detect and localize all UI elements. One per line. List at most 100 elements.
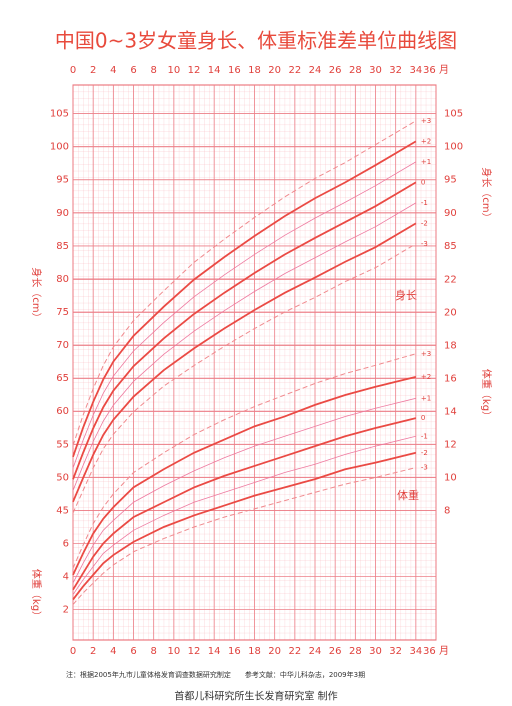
x-tick-label: 26: [329, 646, 342, 657]
note: 注：根据2005年九市儿童体格发育调查数据研究制定 参考文献：中华儿科杂志，20…: [66, 670, 365, 679]
y-axis-title-right: 身长（cm）: [480, 167, 493, 222]
y-tick-label: 95: [444, 175, 457, 186]
y-tick-label: 4: [63, 572, 69, 583]
growth-curve: [72, 140, 417, 458]
x-tick-label: 28: [349, 65, 362, 76]
y-tick-label: 55: [56, 439, 69, 450]
curve-label: -3: [421, 464, 428, 472]
y-tick-label: 90: [56, 208, 69, 219]
x-tick-label: 34: [409, 646, 422, 657]
y-tick-label: 65: [56, 373, 69, 384]
curve-label: +2: [421, 137, 431, 145]
y-tick-label: 95: [56, 175, 69, 186]
y-tick-label: 85: [444, 241, 457, 252]
curve-label: +3: [421, 117, 431, 125]
y-tick-label: 60: [56, 406, 69, 417]
height-annotation: 身长: [395, 288, 417, 302]
x-tick-label: 24: [309, 65, 322, 76]
y-tick-label: 14: [444, 407, 457, 418]
x-tick-label: 22: [288, 646, 301, 657]
y-tick-label: 100: [50, 142, 69, 153]
x-tick-label: 14: [208, 65, 221, 76]
growth-curve: [72, 435, 416, 595]
curve-label: +3: [421, 350, 431, 358]
growth-curve: [72, 397, 416, 584]
x-tick-label: 4: [110, 65, 116, 76]
x-tick-label: 30: [369, 646, 382, 657]
growth-curve: [72, 353, 416, 569]
x-tick-label: 14: [208, 646, 221, 657]
x-tick-label: 12: [188, 65, 201, 76]
x-tick-label: 34: [409, 65, 422, 76]
y-tick-label: 70: [56, 340, 69, 351]
x-tick-label: 6: [130, 65, 136, 76]
growth-curve: [72, 161, 417, 469]
x-tick-label: 36 月: [423, 64, 449, 76]
growth-curve: [72, 451, 417, 601]
curve-label: 0: [421, 178, 425, 186]
growth-curve: [72, 375, 417, 576]
x-tick-label: 24: [309, 646, 322, 657]
y-tick-label: 18: [444, 341, 457, 352]
x-tick-label: 6: [130, 646, 136, 657]
x-tick-label: 32: [389, 646, 402, 657]
y-tick-label: 22: [444, 275, 457, 286]
y-tick-label: 105: [50, 109, 69, 120]
curve-label: -2: [421, 449, 428, 457]
curve-label: -2: [421, 219, 428, 227]
y-tick-label: 12: [444, 440, 457, 451]
x-tick-label: 0: [70, 65, 76, 76]
curve-label: +1: [421, 158, 431, 166]
growth-curve: [72, 417, 417, 591]
curve-label: 0: [421, 414, 425, 422]
x-tick-label: 28: [349, 646, 362, 657]
x-tick-label: 10: [167, 646, 180, 657]
y-tick-label: 16: [444, 374, 457, 385]
y-tick-label: 45: [56, 505, 69, 516]
x-tick-label: 36 月: [423, 645, 449, 657]
x-tick-label: 18: [248, 646, 261, 657]
y-tick-label: 2: [63, 605, 69, 616]
curve-label: -1: [421, 199, 428, 207]
curve-label: -3: [421, 240, 428, 248]
x-tick-label: 12: [188, 646, 201, 657]
x-tick-label: 10: [167, 65, 180, 76]
curve-label: +2: [421, 373, 431, 381]
x-tick-label: 16: [228, 646, 241, 657]
x-tick-label: 0: [70, 646, 76, 657]
y-tick-label: 75: [56, 307, 69, 318]
x-tick-label: 26: [329, 65, 342, 76]
chart-title: 中国0~3岁女童身长、体重标准差单位曲线图: [55, 29, 457, 53]
growth-curve: [72, 243, 417, 514]
x-tick-label: 22: [288, 65, 301, 76]
weight-annotation: 体重: [397, 488, 419, 502]
x-tick-label: 30: [369, 65, 382, 76]
growth-curve: [72, 120, 417, 446]
y-tick-label: 85: [56, 241, 69, 252]
curve-label: +1: [421, 394, 431, 402]
growth-curve: [72, 181, 417, 480]
y-tick-label: 20: [444, 308, 457, 319]
curve-label: -1: [421, 432, 428, 440]
y-tick-label: 8: [444, 506, 450, 517]
x-tick-label: 8: [150, 65, 156, 76]
growth-curve: [72, 202, 417, 491]
x-tick-label: 32: [389, 65, 402, 76]
growth-curve: [72, 222, 417, 503]
y-tick-label: 90: [444, 208, 457, 219]
y2-axis-title: 体重（kg）: [30, 569, 43, 621]
growth-curve: [72, 467, 416, 605]
footer: 首都儿科研究所生长发育研究室 制作: [174, 690, 337, 703]
x-tick-label: 4: [110, 646, 116, 657]
y-axis-title: 身长（cm）: [30, 267, 43, 322]
y-tick-label: 105: [444, 109, 463, 120]
x-tick-label: 8: [150, 646, 156, 657]
x-tick-label: 16: [228, 65, 241, 76]
y-tick-label: 50: [56, 472, 69, 483]
x-tick-label: 18: [248, 65, 261, 76]
x-tick-label: 2: [90, 65, 96, 76]
x-tick-label: 20: [268, 65, 281, 76]
y-tick-label: 80: [56, 274, 69, 285]
y2-axis-title-right: 体重（kg）: [480, 369, 493, 421]
